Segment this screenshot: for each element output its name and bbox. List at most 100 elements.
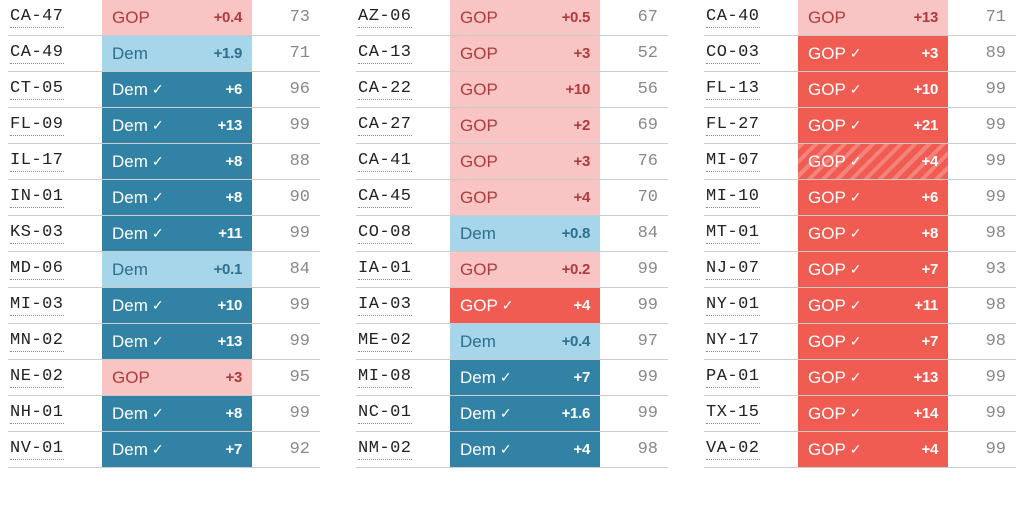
race-row[interactable]: MD-06Dem+0.184	[8, 252, 320, 288]
district-cell[interactable]: CA-45	[356, 180, 450, 215]
result-cell: Dem+0.8	[450, 216, 600, 251]
margin-value: +4	[921, 441, 938, 458]
party-label: GOP	[460, 296, 498, 316]
race-row[interactable]: VA-02GOP✓+499	[704, 432, 1016, 468]
race-row[interactable]: MI-10GOP✓+699	[704, 180, 1016, 216]
district-cell[interactable]: FL-27	[704, 108, 798, 143]
race-row[interactable]: FL-13GOP✓+1099	[704, 72, 1016, 108]
district-code: CA-40	[706, 7, 760, 28]
race-row[interactable]: CA-47GOP+0.473	[8, 0, 320, 36]
race-row[interactable]: IN-01Dem✓+890	[8, 180, 320, 216]
race-row[interactable]: IA-03GOP✓+499	[356, 288, 668, 324]
district-cell[interactable]: NJ-07	[704, 252, 798, 287]
race-row[interactable]: CO-08Dem+0.884	[356, 216, 668, 252]
race-row[interactable]: CA-49Dem+1.971	[8, 36, 320, 72]
result-cell: GOP+3	[102, 360, 252, 395]
race-row[interactable]: MI-07GOP✓+499	[704, 144, 1016, 180]
reporting-pct: 98	[948, 324, 1016, 359]
race-row[interactable]: MI-03Dem✓+1099	[8, 288, 320, 324]
race-row[interactable]: ME-02Dem+0.497	[356, 324, 668, 360]
district-cell[interactable]: NV-01	[8, 432, 102, 467]
district-cell[interactable]: NH-01	[8, 396, 102, 431]
reporting-pct: 88	[252, 144, 320, 179]
district-cell[interactable]: MI-07	[704, 144, 798, 179]
race-row[interactable]: MN-02Dem✓+1399	[8, 324, 320, 360]
race-row[interactable]: IL-17Dem✓+888	[8, 144, 320, 180]
reporting-pct: 89	[948, 36, 1016, 71]
race-row[interactable]: TX-15GOP✓+1499	[704, 396, 1016, 432]
race-row[interactable]: CA-22GOP+1056	[356, 72, 668, 108]
race-row[interactable]: AZ-06GOP+0.567	[356, 0, 668, 36]
district-cell[interactable]: ME-02	[356, 324, 450, 359]
race-row[interactable]: IA-01GOP+0.299	[356, 252, 668, 288]
check-icon: ✓	[850, 153, 862, 170]
district-cell[interactable]: NC-01	[356, 396, 450, 431]
district-cell[interactable]: CA-27	[356, 108, 450, 143]
race-row[interactable]: CO-03GOP✓+389	[704, 36, 1016, 72]
district-cell[interactable]: IN-01	[8, 180, 102, 215]
party-wrap: GOP✓	[808, 80, 862, 100]
race-row[interactable]: NV-01Dem✓+792	[8, 432, 320, 468]
race-row[interactable]: CA-45GOP+470	[356, 180, 668, 216]
party-label: Dem	[112, 188, 148, 208]
party-label: GOP	[460, 188, 498, 208]
party-label: GOP	[808, 260, 846, 280]
race-row[interactable]: FL-27GOP✓+2199	[704, 108, 1016, 144]
district-cell[interactable]: MT-01	[704, 216, 798, 251]
race-row[interactable]: NC-01Dem✓+1.699	[356, 396, 668, 432]
district-cell[interactable]: CA-22	[356, 72, 450, 107]
race-row[interactable]: PA-01GOP✓+1399	[704, 360, 1016, 396]
race-row[interactable]: NE-02GOP+395	[8, 360, 320, 396]
party-label: Dem	[112, 404, 148, 424]
race-row[interactable]: KS-03Dem✓+1199	[8, 216, 320, 252]
district-cell[interactable]: FL-09	[8, 108, 102, 143]
race-row[interactable]: CA-27GOP+269	[356, 108, 668, 144]
district-cell[interactable]: CA-49	[8, 36, 102, 71]
district-cell[interactable]: NY-01	[704, 288, 798, 323]
party-label: Dem	[112, 260, 148, 280]
party-wrap: GOP	[460, 8, 498, 28]
result-cell: GOP+0.5	[450, 0, 600, 35]
district-cell[interactable]: CA-40	[704, 0, 798, 35]
race-row[interactable]: CA-13GOP+352	[356, 36, 668, 72]
district-cell[interactable]: PA-01	[704, 360, 798, 395]
district-cell[interactable]: MI-03	[8, 288, 102, 323]
district-cell[interactable]: CA-47	[8, 0, 102, 35]
district-cell[interactable]: KS-03	[8, 216, 102, 251]
race-row[interactable]: CA-41GOP+376	[356, 144, 668, 180]
district-cell[interactable]: IA-01	[356, 252, 450, 287]
reporting-pct: 99	[252, 396, 320, 431]
district-cell[interactable]: VA-02	[704, 432, 798, 467]
race-row[interactable]: CT-05Dem✓+696	[8, 72, 320, 108]
race-row[interactable]: MT-01GOP✓+898	[704, 216, 1016, 252]
district-cell[interactable]: MD-06	[8, 252, 102, 287]
district-cell[interactable]: IA-03	[356, 288, 450, 323]
district-cell[interactable]: NE-02	[8, 360, 102, 395]
race-row[interactable]: CA-40GOP+1371	[704, 0, 1016, 36]
district-cell[interactable]: NM-02	[356, 432, 450, 467]
district-cell[interactable]: MI-10	[704, 180, 798, 215]
race-row[interactable]: NH-01Dem✓+899	[8, 396, 320, 432]
district-cell[interactable]: TX-15	[704, 396, 798, 431]
district-code: MI-10	[706, 187, 760, 208]
district-cell[interactable]: CA-41	[356, 144, 450, 179]
district-cell[interactable]: CA-13	[356, 36, 450, 71]
party-label: Dem	[112, 116, 148, 136]
party-wrap: Dem	[112, 44, 148, 64]
race-row[interactable]: NJ-07GOP✓+793	[704, 252, 1016, 288]
race-row[interactable]: MI-08Dem✓+799	[356, 360, 668, 396]
district-cell[interactable]: AZ-06	[356, 0, 450, 35]
district-cell[interactable]: FL-13	[704, 72, 798, 107]
district-cell[interactable]: MN-02	[8, 324, 102, 359]
race-row[interactable]: FL-09Dem✓+1399	[8, 108, 320, 144]
district-cell[interactable]: CO-03	[704, 36, 798, 71]
district-cell[interactable]: CT-05	[8, 72, 102, 107]
district-cell[interactable]: MI-08	[356, 360, 450, 395]
district-cell[interactable]: IL-17	[8, 144, 102, 179]
district-cell[interactable]: NY-17	[704, 324, 798, 359]
reporting-pct: 67	[600, 0, 668, 35]
race-row[interactable]: NY-17GOP✓+798	[704, 324, 1016, 360]
race-row[interactable]: NM-02Dem✓+498	[356, 432, 668, 468]
district-cell[interactable]: CO-08	[356, 216, 450, 251]
race-row[interactable]: NY-01GOP✓+1198	[704, 288, 1016, 324]
